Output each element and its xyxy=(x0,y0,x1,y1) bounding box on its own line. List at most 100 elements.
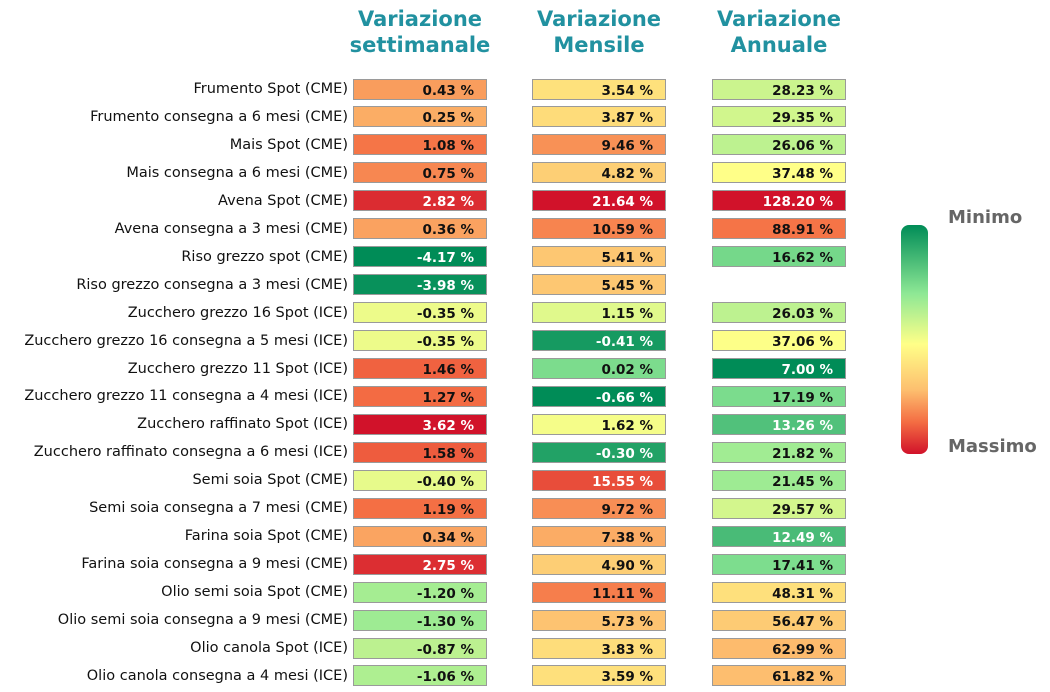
column-header-3: Variazione Annuale xyxy=(716,7,842,57)
cell-value-label: 2.82 % xyxy=(422,194,474,211)
row-label: Frumento Spot (CME) xyxy=(193,81,348,97)
row-label: Zucchero grezzo 11 consegna a 4 mesi (IC… xyxy=(24,388,348,405)
heatmap-cell: 17.19 % xyxy=(712,385,846,407)
cell-value-label: -0.87 % xyxy=(416,641,474,658)
cell-value-label: 37.06 % xyxy=(772,334,833,351)
cell-value-label: 26.03 % xyxy=(772,306,833,323)
heatmap-cell: 2.75 % xyxy=(353,553,487,575)
cell-value-label: 1.62 % xyxy=(601,417,653,434)
heatmap-cell: 1.62 % xyxy=(532,413,666,435)
heatmap-cell: 0.43 % xyxy=(353,78,487,100)
cell-value-label: 9.46 % xyxy=(601,138,653,155)
heatmap-cell: 21.64 % xyxy=(532,190,666,212)
row-label: Farina soia consegna a 9 mesi (CME) xyxy=(81,556,348,573)
cell-value-label: 3.87 % xyxy=(601,110,653,127)
row-label: Riso grezzo spot (CME) xyxy=(181,248,348,265)
heatmap-cell: 5.41 % xyxy=(532,246,666,268)
cell-value-label: 26.06 % xyxy=(772,138,833,155)
cell-value-label: 0.36 % xyxy=(422,222,474,239)
cell-value-label: 4.90 % xyxy=(601,557,653,574)
column-header-2: Variazione Mensile xyxy=(536,7,662,57)
heatmap-cell: 21.45 % xyxy=(712,469,846,491)
row-label: Semi soia consegna a 7 mesi (CME) xyxy=(89,500,348,517)
cell-value-label: 17.41 % xyxy=(772,557,833,574)
cell-value-label: 7.00 % xyxy=(781,362,833,378)
heatmap-cell: 0.36 % xyxy=(353,218,487,240)
cell-value-label: -0.40 % xyxy=(416,473,474,490)
cell-value-label: 1.08 % xyxy=(422,138,474,155)
cell-value-label: 37.48 % xyxy=(772,166,833,183)
heatmap-cell: 10.59 % xyxy=(532,218,666,240)
heatmap-cell: 0.34 % xyxy=(353,525,487,547)
cell-value-label: 5.73 % xyxy=(601,613,653,630)
cell-value-label: -3.98 % xyxy=(416,278,474,295)
heatmap-cell: 1.19 % xyxy=(353,497,487,519)
heatmap-cell: 128.20 % xyxy=(712,190,846,212)
column-header-1: Variazione settimanale xyxy=(349,7,491,57)
row-label: Zucchero grezzo 16 Spot (ICE) xyxy=(127,304,348,321)
heatmap-cell: 12.49 % xyxy=(712,525,846,547)
heatmap-cell: -1.30 % xyxy=(353,609,487,631)
heatmap-cell: -1.20 % xyxy=(353,581,487,603)
heatmap-cell: -1.06 % xyxy=(353,665,487,687)
cell-value-label: 3.59 % xyxy=(601,669,653,686)
cell-value-label: -0.35 % xyxy=(416,334,474,351)
heatmap-cell: 3.54 % xyxy=(532,78,666,100)
heatmap-cell: 17.41 % xyxy=(712,553,846,575)
legend-min-label: Minimo xyxy=(948,207,1023,228)
heatmap-cell: 3.83 % xyxy=(532,637,666,659)
row-label: Zucchero raffinato Spot (ICE) xyxy=(137,416,348,433)
cell-value-label: 1.58 % xyxy=(422,445,474,462)
row-label: Olio semi soia consegna a 9 mesi (CME) xyxy=(57,612,348,629)
cell-value-label: 29.35 % xyxy=(772,110,833,127)
cell-value-label: -1.06 % xyxy=(416,669,474,686)
heatmap-cell: 1.08 % xyxy=(353,134,487,156)
row-label: Semi soia Spot (CME) xyxy=(192,472,348,489)
heatmap-cell: -0.40 % xyxy=(353,469,487,491)
heatmap-cell: 9.72 % xyxy=(532,497,666,519)
legend-max-label: Massimo xyxy=(948,436,1037,457)
heatmap-cell: 29.35 % xyxy=(712,106,846,128)
heatmap-cell: 0.75 % xyxy=(353,162,487,184)
cell-value-label: -0.41 % xyxy=(595,334,653,351)
heatmap-cell: 48.31 % xyxy=(712,581,846,603)
cell-value-label: 12.49 % xyxy=(772,529,833,546)
row-label: Zucchero raffinato consegna a 6 mesi (IC… xyxy=(33,444,348,461)
cell-value-label: 61.82 % xyxy=(772,669,833,686)
cell-value-label: 128.20 % xyxy=(762,194,833,211)
heatmap-cell: 29.57 % xyxy=(712,497,846,519)
cell-value-label: -4.17 % xyxy=(416,250,474,267)
cell-value-label: 5.45 % xyxy=(601,278,653,295)
cell-value-label: 48.31 % xyxy=(772,585,833,602)
cell-value-label: 7.38 % xyxy=(601,529,653,546)
heatmap-cell: 26.06 % xyxy=(712,134,846,156)
row-label: Olio semi soia Spot (CME) xyxy=(161,584,348,601)
heatmap-cell: 13.26 % xyxy=(712,413,846,435)
heatmap-cell: 62.99 % xyxy=(712,637,846,659)
heatmap-cell: -0.35 % xyxy=(353,302,487,324)
row-label: Avena Spot (CME) xyxy=(218,192,348,209)
heatmap-cell: 9.46 % xyxy=(532,134,666,156)
cell-value-label: 3.54 % xyxy=(601,82,653,99)
cell-value-label: 21.82 % xyxy=(772,445,833,462)
cell-value-label: 5.41 % xyxy=(601,250,653,267)
heatmap-cell: 4.82 % xyxy=(532,162,666,184)
heatmap-cell: 0.02 % xyxy=(532,358,666,379)
heatmap-cell: 3.87 % xyxy=(532,106,666,128)
legend-color-bar xyxy=(901,225,928,454)
heatmap-cell: 4.90 % xyxy=(532,553,666,575)
cell-value-label: 62.99 % xyxy=(772,641,833,658)
cell-value-label: 10.59 % xyxy=(592,222,653,239)
cell-value-label: 16.62 % xyxy=(772,250,833,267)
cell-value-label: -1.30 % xyxy=(416,613,474,630)
heatmap-cell: -4.17 % xyxy=(353,246,487,268)
heatmap-cell: -0.66 % xyxy=(532,385,666,407)
cell-value-label: 2.75 % xyxy=(422,557,474,574)
heatmap-cell: 7.38 % xyxy=(532,525,666,547)
heatmap-cell: -0.87 % xyxy=(353,637,487,659)
cell-value-label: 4.82 % xyxy=(601,166,653,183)
heatmap-cell: -0.35 % xyxy=(353,330,487,352)
cell-value-label: 21.64 % xyxy=(592,194,653,211)
row-label: Frumento consegna a 6 mesi (CME) xyxy=(90,108,348,125)
row-label: Mais consegna a 6 mesi (CME) xyxy=(126,164,348,181)
